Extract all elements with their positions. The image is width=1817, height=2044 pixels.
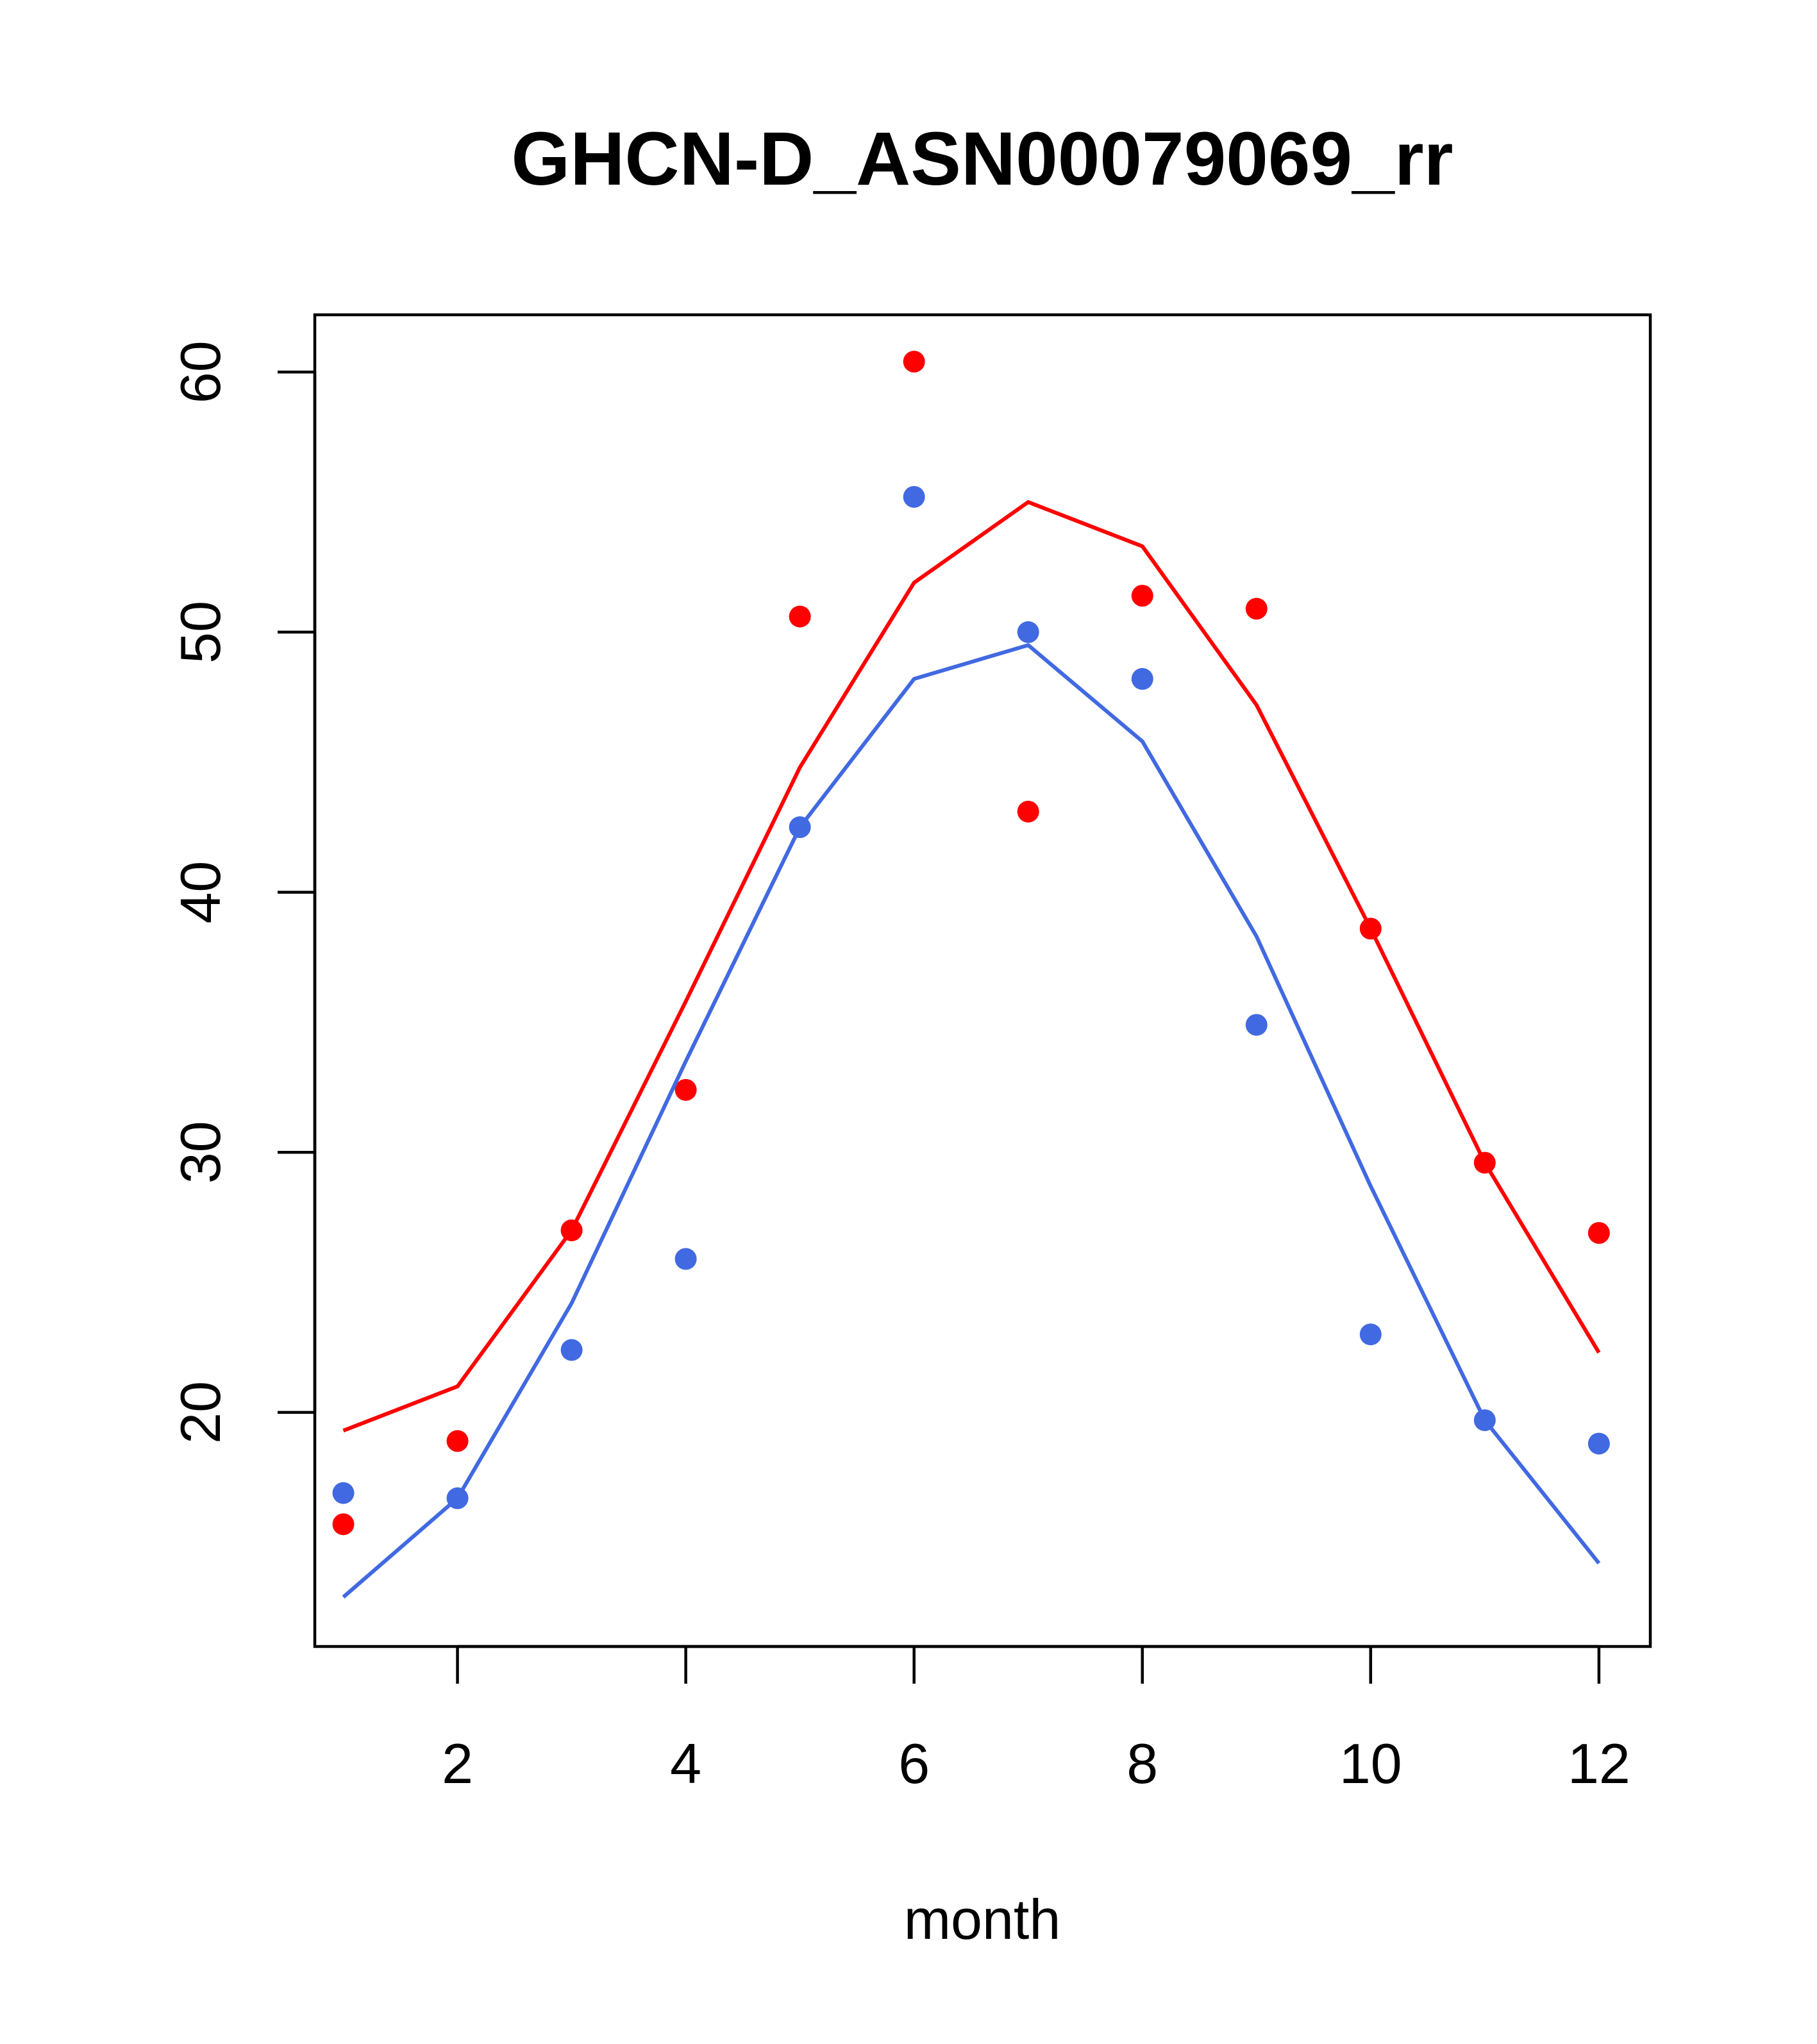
plot-area	[313, 313, 1652, 1648]
series-1-point	[1473, 1152, 1496, 1174]
series-1-point	[674, 1078, 697, 1101]
series-2-point	[1587, 1432, 1610, 1455]
series-2-point	[446, 1487, 469, 1509]
x-tick-label: 2	[442, 1732, 473, 1795]
series-2-point	[674, 1248, 697, 1270]
series-1-line	[342, 500, 1601, 1433]
series-1-point	[1017, 800, 1039, 823]
series-1-point	[446, 1430, 469, 1452]
y-tick-label: 20	[169, 1381, 232, 1444]
series-1-point	[560, 1219, 583, 1241]
series-2-point	[560, 1339, 583, 1361]
y-tick-label: 60	[169, 340, 232, 403]
x-tick-label: 12	[1568, 1732, 1630, 1795]
series-2-point	[903, 485, 925, 508]
y-tick-label: 40	[169, 861, 232, 924]
series-2-point	[1131, 667, 1153, 690]
series-1-point	[332, 1513, 355, 1536]
series-2-point	[1473, 1409, 1496, 1432]
series-2-point	[1359, 1323, 1382, 1346]
y-tick-label: 30	[169, 1121, 232, 1184]
series-1-point	[903, 351, 925, 373]
x-axis-label: month	[904, 1888, 1061, 1951]
x-axis: 2 4 6 8 10 12	[442, 1645, 1630, 1795]
series-2-line	[342, 643, 1601, 1599]
y-axis: 20 30 40 50 60	[169, 340, 317, 1444]
chart-title: GHCN-D_ASN00079069_rr	[511, 117, 1453, 201]
series-1-point	[1587, 1221, 1610, 1244]
series-1-point	[1245, 598, 1268, 620]
y-tick-label: 50	[169, 601, 232, 664]
series-2-point	[332, 1482, 355, 1504]
series-layer	[332, 351, 1610, 1599]
x-tick-label: 10	[1339, 1732, 1402, 1795]
x-tick-label: 4	[670, 1732, 701, 1795]
series-1-point	[1131, 585, 1153, 607]
series-1-point	[789, 605, 811, 628]
series-2-point	[789, 816, 811, 839]
x-tick-label: 8	[1126, 1732, 1158, 1795]
series-1-point	[1359, 917, 1382, 940]
series-2-point	[1017, 621, 1039, 643]
x-tick-label: 6	[898, 1732, 930, 1795]
series-2-point	[1245, 1014, 1268, 1036]
